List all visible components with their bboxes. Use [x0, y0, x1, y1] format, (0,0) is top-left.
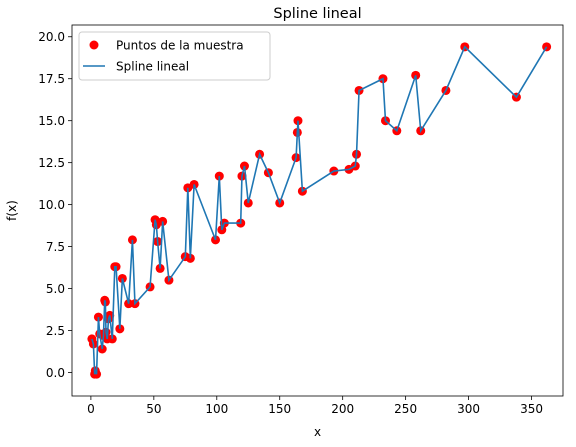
y-axis-label: f(x) [5, 200, 19, 221]
legend-box [78, 31, 271, 81]
x-tick-label: 350 [520, 402, 543, 416]
plot-frame [71, 24, 564, 397]
x-tick-label: 300 [457, 402, 480, 416]
x-tick-label: 200 [331, 402, 354, 416]
x-tick-label: 100 [205, 402, 228, 416]
x-tick-label: 50 [146, 402, 161, 416]
legend: Puntos de la muestra Spline lineal [78, 31, 271, 81]
y-tick-label: 0.0 [46, 366, 65, 380]
y-tick-label: 12.5 [38, 156, 65, 170]
x-tick-label: 0 [87, 402, 95, 416]
y-tick-label: 7.5 [46, 240, 65, 254]
y-axis-ticks: 0.0 2.5 5.0 7.5 10.0 12.5 15.0 17.5 20.0 [38, 30, 72, 380]
legend-marker-points [89, 40, 99, 50]
y-tick-label: 20.0 [38, 30, 65, 44]
spline-line [91, 45, 548, 375]
y-tick-label: 2.5 [46, 324, 65, 338]
x-axis-ticks: 0 50 100 150 200 250 300 350 [87, 396, 543, 416]
x-tick-label: 250 [394, 402, 417, 416]
y-tick-label: 5.0 [46, 282, 65, 296]
chart-title: Spline lineal [273, 6, 361, 22]
y-tick-label: 17.5 [38, 72, 65, 86]
legend-label-points: Puntos de la muestra [116, 39, 244, 53]
x-axis-label: x [314, 425, 321, 439]
y-tick-label: 10.0 [38, 198, 65, 212]
x-tick-label: 150 [268, 402, 291, 416]
legend-label-line: Spline lineal [116, 60, 189, 74]
y-tick-label: 15.0 [38, 114, 65, 128]
sample-points [87, 42, 552, 379]
